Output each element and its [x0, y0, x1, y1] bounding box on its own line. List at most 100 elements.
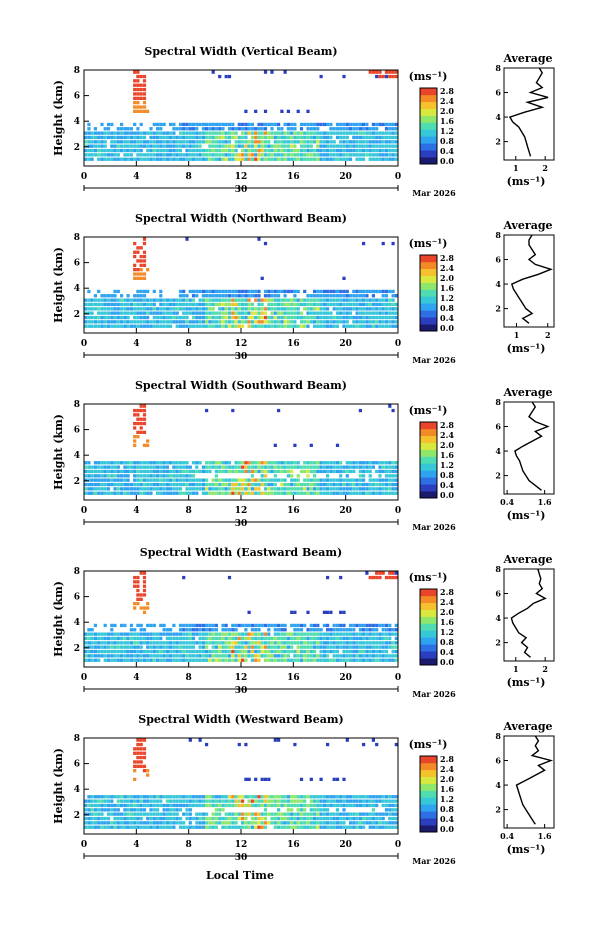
heatmap-cell [293, 157, 297, 161]
heatmap-cell [198, 307, 202, 311]
heatmap-cell [319, 140, 323, 144]
heatmap-cell [198, 289, 202, 294]
heatmap-cell [244, 294, 248, 298]
heatmap-cell [247, 294, 251, 298]
heatmap-cell [250, 645, 254, 649]
heatmap-cell [244, 302, 248, 307]
heatmap-cell [322, 825, 326, 829]
heatmap-cell [110, 482, 114, 487]
heatmap-cell [139, 799, 143, 803]
heatmap-cell [352, 320, 356, 324]
heatmap-cell [149, 298, 153, 302]
heatmap-cell [365, 795, 369, 799]
heatmap-cell [303, 821, 307, 825]
heatmap-cell [273, 641, 277, 645]
heatmap-cell [113, 636, 117, 641]
heatmap-cell [283, 623, 287, 628]
heatmap-cell [106, 641, 111, 645]
heatmap-cell [299, 131, 304, 135]
heatmap-cell [165, 469, 169, 474]
heatmap-cell [172, 491, 176, 495]
heatmap-cell [316, 654, 320, 658]
heatmap-cell [384, 575, 389, 580]
heatmap-cell [90, 140, 94, 144]
heatmap-cell [394, 294, 398, 298]
heatmap-cell [365, 803, 369, 808]
heatmap-cell [309, 135, 313, 140]
x-tick-label: 0 [81, 172, 87, 182]
colorbar-tick-label: 1.6 [440, 283, 454, 293]
heatmap-cell [355, 649, 359, 654]
heatmap-cell [169, 799, 173, 803]
heatmap-cell [348, 803, 353, 808]
heatmap-cell [391, 478, 395, 482]
heatmap-cell [375, 289, 379, 294]
heatmap-cell [185, 135, 189, 140]
heatmap-cell [270, 812, 274, 816]
heatmap-cell [326, 311, 330, 315]
heatmap-cell [335, 320, 340, 324]
heatmap-cell [136, 465, 140, 469]
heatmap-cell [146, 812, 150, 816]
heatmap-cell [175, 465, 179, 469]
heatmap-cell [178, 140, 183, 144]
heatmap-cell [348, 795, 353, 799]
heatmap-cell [345, 311, 349, 315]
heatmap-cell [100, 302, 104, 307]
heatmap-cell [381, 298, 385, 302]
heatmap-cell [139, 658, 143, 662]
heatmap-cell [110, 122, 114, 127]
heatmap-cell [149, 144, 153, 148]
heatmap-cell [129, 641, 133, 645]
date-month-label: Mar 2026 [412, 689, 456, 699]
heatmap-cell [241, 812, 245, 816]
heatmap-cell [345, 738, 349, 742]
heatmap-cell [100, 799, 104, 803]
heatmap-cell [345, 461, 349, 465]
heatmap-cell [335, 302, 340, 307]
heatmap-cell [286, 795, 290, 799]
heatmap-cell [136, 742, 140, 747]
heatmap-cell [299, 632, 304, 636]
colorbar-frame [419, 254, 438, 332]
heatmap-cell [205, 825, 209, 829]
heatmap-cell [116, 298, 120, 302]
heatmap-cell [322, 808, 326, 812]
heatmap-cell [283, 491, 287, 495]
heatmap-cell [263, 311, 268, 315]
heatmap-cell [371, 153, 375, 157]
heatmap-cell [303, 482, 307, 487]
heatmap-cell [322, 816, 326, 821]
y-tick-label: 8 [74, 400, 80, 410]
heatmap-cell [178, 825, 183, 829]
heatmap-cell [162, 803, 166, 808]
heatmap-cell [299, 469, 304, 474]
heatmap-cell [322, 320, 326, 324]
heatmap-cell [185, 315, 189, 320]
heatmap-cell [362, 153, 366, 157]
heatmap-cell [231, 307, 235, 311]
heatmap-cell [237, 127, 241, 131]
heatmap-cell [205, 649, 209, 654]
heatmap-cell [391, 461, 395, 465]
heatmap-cell [263, 474, 268, 478]
heatmap-cell [332, 302, 336, 307]
heatmap-cell [136, 153, 140, 157]
heatmap-cell [267, 289, 271, 294]
heatmap-cell [303, 632, 307, 636]
heatmap-cell [381, 649, 385, 654]
heatmap-cell [293, 636, 297, 641]
heatmap-cell [322, 821, 326, 825]
heatmap-cell [165, 478, 169, 482]
heatmap-cell [221, 628, 225, 632]
heatmap-cell [375, 816, 379, 821]
heatmap-cell [172, 821, 176, 825]
heatmap-cell [133, 443, 137, 447]
heatmap-cell [198, 799, 202, 803]
heatmap-cell [178, 469, 183, 474]
heatmap-cell [306, 803, 310, 808]
heatmap-cell [123, 649, 127, 654]
heatmap-cell [303, 157, 307, 161]
heatmap-cell [332, 469, 336, 474]
heatmap-cell [355, 816, 359, 821]
